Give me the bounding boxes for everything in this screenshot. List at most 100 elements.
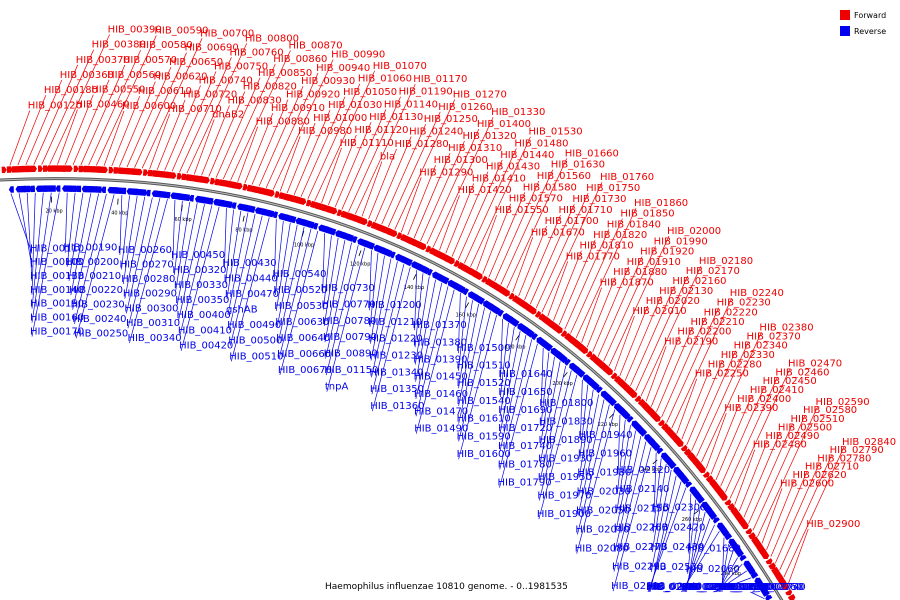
forward-gene-arrow [526,304,537,315]
forward-gene-label: HIB_01670 [531,227,585,238]
leader-line [681,530,720,593]
reverse-gene-arrow [591,382,600,391]
forward-gene-label: HIB_00610 [138,86,192,97]
leader-line [656,326,693,413]
reverse-gene-arrow [578,370,586,378]
leader-line [538,375,578,520]
leader-line [650,336,680,407]
reverse-gene-arrow [669,462,677,470]
reverse-gene-label: HIB_00670 [278,365,332,376]
forward-gene-arrow [43,165,49,172]
forward-gene-label: HIB_01280 [395,139,449,150]
forward-gene-label: HIB_00750 [214,61,268,72]
forward-gene-label: HIB_01110 [340,138,394,149]
leader-line [761,488,783,544]
leader-line [341,109,387,210]
forward-gene-label: HIB_00570 [123,55,177,66]
reverse-gene-arrow [627,416,634,423]
leader-line [612,447,652,592]
leader-line [127,198,161,329]
reverse-gene-label: HIB_00470 [225,289,279,300]
reverse-gene-label: HIB_01520 [457,378,511,389]
reverse-gene-label: HIB_01940 [578,430,632,441]
forward-gene-arrow [396,232,403,240]
leader-line [17,95,47,166]
reverse-gene-label: HIB_02090 [683,582,737,593]
forward-gene-label: HIB_01440 [500,150,554,161]
reverse-gene-label: HIB_00540 [272,269,326,280]
leader-line [577,404,610,535]
leader-line [10,193,33,254]
forward-gene-label: HIB_01030 [328,100,382,111]
leader-line [381,124,427,225]
reverse-gene-label: HIB_01360 [370,401,424,412]
leader-line [322,233,326,294]
leader-line [445,183,475,254]
leader-line [451,171,489,257]
leader-line [753,584,756,593]
leader-line [80,64,126,166]
reverse-gene-label: HIB_00490 [227,320,281,331]
reverse-gene-label: HIB_01740 [498,441,552,452]
leader-line [208,91,246,177]
reverse-gene-label: HIB_01970 [537,490,591,501]
leader-line [488,192,526,278]
forward-gene-label: HIB_01260 [438,102,492,113]
leader-line [615,430,637,533]
reverse-gene-label: HIB_01780 [498,459,552,470]
reverse-gene-arrow [88,186,98,193]
leader-line [25,79,63,166]
reverse-gene-label: HIB_00300 [124,303,178,314]
leader-line [635,275,689,392]
forward-gene-arrow [264,188,275,197]
leader-line [779,455,832,571]
leader-line [258,86,304,187]
leader-line [121,195,130,270]
forward-gene-label: HIB_00590 [154,25,208,36]
leader-line [592,266,629,352]
forward-gene-label: HIB_01580 [523,182,577,193]
leader-line [193,119,215,175]
leader-line [739,440,768,512]
leader-line [175,201,191,291]
reverse-gene-label: HIB_01790 [497,478,551,489]
leader-line [111,96,141,167]
reverse-gene-arrow [75,185,82,193]
forward-gene-arrow [727,503,735,511]
forward-gene-label: HIB_00720 [183,90,237,101]
forward-gene-label: HIB_01850 [620,209,674,220]
forward-gene-arrow [26,165,37,173]
reverse-gene-arrow [289,216,297,224]
reverse-gene-label: HIB_00790 [323,332,377,343]
forward-gene-label: HIB_02390 [724,403,778,414]
reverse-gene-label: gshAB [226,304,258,315]
reverse-gene-label: HIB_02760 [748,582,802,593]
reverse-gene-arrow [739,555,747,562]
reverse-gene-arrow [201,196,210,204]
reverse-gene-label: HIB_01470 [414,406,468,417]
leader-line [576,409,616,554]
forward-gene-arrow [481,275,488,283]
forward-gene-label: HIB_01290 [419,167,473,178]
reverse-gene-label: HIB_01830 [539,416,593,427]
leader-line [653,452,657,513]
reverse-gene-label: HIB_02740 [752,582,806,593]
reverse-gene-arrow [48,185,56,192]
leader-line [354,83,416,215]
leader-line [539,361,561,464]
forward-gene-label: HIB_01560 [537,171,591,182]
forward-gene-label: HIB_02710 [805,462,859,473]
leader-line [558,239,596,326]
forward-gene-label: HIB_02460 [775,367,829,378]
reverse-gene-arrow [346,234,354,242]
forward-gene-label: HIB_02020 [646,296,700,307]
leader-line [66,192,76,267]
reverse-gene-label: HIB_00130 [30,271,84,282]
forward-gene-arrow [209,177,216,185]
reverse-gene-label: HIB_00310 [126,318,180,329]
leader-line [72,79,110,165]
leader-line [279,230,319,376]
leader-line [458,296,467,371]
reverse-gene-arrow [249,205,256,213]
leader-line [64,94,94,165]
